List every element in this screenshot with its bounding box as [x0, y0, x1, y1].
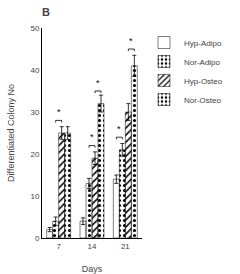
svg-text:21: 21: [121, 242, 130, 251]
svg-text:10: 10: [30, 192, 39, 201]
svg-text:*: *: [57, 107, 61, 117]
svg-text:40: 40: [30, 66, 39, 75]
svg-text:Nor-Osteo: Nor-Osteo: [184, 96, 221, 105]
svg-text:*: *: [129, 36, 133, 46]
svg-text:Days: Days: [82, 264, 103, 274]
svg-text:*: *: [117, 124, 121, 134]
svg-text:Differentiated Colony No: Differentiated Colony No: [6, 84, 16, 182]
svg-text:*: *: [90, 132, 94, 142]
svg-text:Hyp-Osteo: Hyp-Osteo: [184, 77, 223, 86]
svg-text:7: 7: [56, 242, 61, 251]
svg-text:*: *: [96, 78, 100, 88]
svg-text:14: 14: [88, 242, 97, 251]
svg-text:50: 50: [30, 24, 39, 33]
svg-text:Hyp-Adipo: Hyp-Adipo: [184, 39, 222, 48]
svg-text:Nor-Adipo: Nor-Adipo: [184, 58, 221, 67]
svg-text:B: B: [42, 6, 50, 18]
svg-text:20: 20: [30, 150, 39, 159]
svg-text:30: 30: [30, 108, 39, 117]
svg-text:0: 0: [35, 234, 40, 243]
